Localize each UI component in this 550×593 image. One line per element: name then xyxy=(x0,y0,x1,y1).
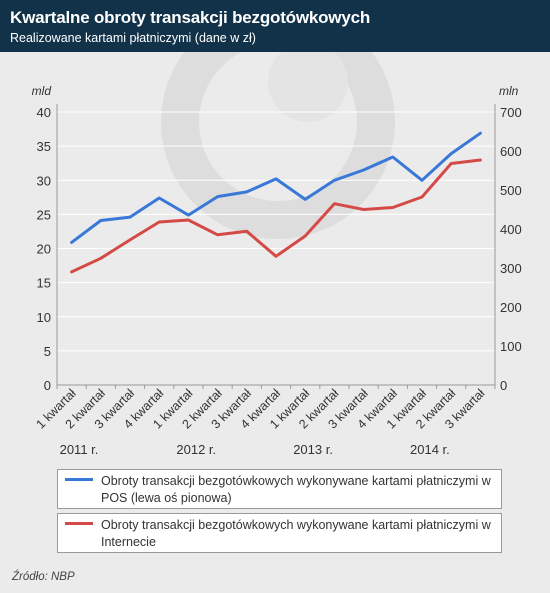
chart-title: Kwartalne obroty transakcji bezgotówkowy… xyxy=(10,8,371,27)
axis-labels: mld mln0510152025303540010020030040050060… xyxy=(32,84,522,457)
series-line-pos xyxy=(70,131,482,244)
year-label: 2014 r. xyxy=(410,442,450,457)
left-tick-label: 10 xyxy=(37,310,51,325)
series-line-internet xyxy=(70,158,482,274)
right-tick-label: 500 xyxy=(500,183,522,198)
right-tick-label: 400 xyxy=(500,222,522,237)
left-tick-label: 0 xyxy=(44,378,51,393)
right-tick-label: 700 xyxy=(500,105,522,120)
legend-item-internet: Obroty transakcji bezgotówkowych wykonyw… xyxy=(57,513,502,553)
grid-lines xyxy=(57,111,495,386)
right-tick-label: 100 xyxy=(500,339,522,354)
left-tick-label: 20 xyxy=(37,242,51,257)
right-tick-label: 600 xyxy=(500,144,522,159)
legend-label-internet: Obroty transakcji bezgotówkowych wykonyw… xyxy=(101,518,491,549)
left-axis-unit: mld xyxy=(32,84,52,98)
year-label: 2011 r. xyxy=(60,442,99,457)
left-tick-label: 35 xyxy=(37,139,51,154)
source-note: Źródło: NBP xyxy=(12,571,75,583)
axes xyxy=(56,104,496,389)
left-tick-label: 40 xyxy=(37,105,51,120)
left-tick-label: 30 xyxy=(37,173,51,188)
left-tick-label: 5 xyxy=(44,344,51,359)
watermark-dot xyxy=(268,52,348,122)
legend-swatch-internet xyxy=(65,522,93,525)
right-axis-unit: mln xyxy=(499,84,519,98)
legend-swatch-pos xyxy=(65,478,93,481)
watermark-ring xyxy=(161,52,395,239)
right-tick-label: 300 xyxy=(500,261,522,276)
right-tick-label: 200 xyxy=(500,300,522,315)
legend-item-pos: Obroty transakcji bezgotówkowych wykonyw… xyxy=(57,469,502,509)
year-label: 2012 r. xyxy=(176,442,216,457)
series-lines xyxy=(70,131,482,274)
left-tick-label: 25 xyxy=(37,207,51,222)
year-label: 2013 r. xyxy=(293,442,333,457)
line-chart: mld mln0510152025303540010020030040050060… xyxy=(32,52,522,457)
left-tick-label: 15 xyxy=(37,276,51,291)
legend-label-pos: Obroty transakcji bezgotówkowych wykonyw… xyxy=(101,474,491,505)
right-tick-label: 0 xyxy=(500,378,507,393)
watermark-logo xyxy=(161,52,395,239)
chart-header: Kwartalne obroty transakcji bezgotówkowy… xyxy=(0,0,550,52)
chart-subtitle: Realizowane kartami płatniczymi (dane w … xyxy=(10,31,256,45)
